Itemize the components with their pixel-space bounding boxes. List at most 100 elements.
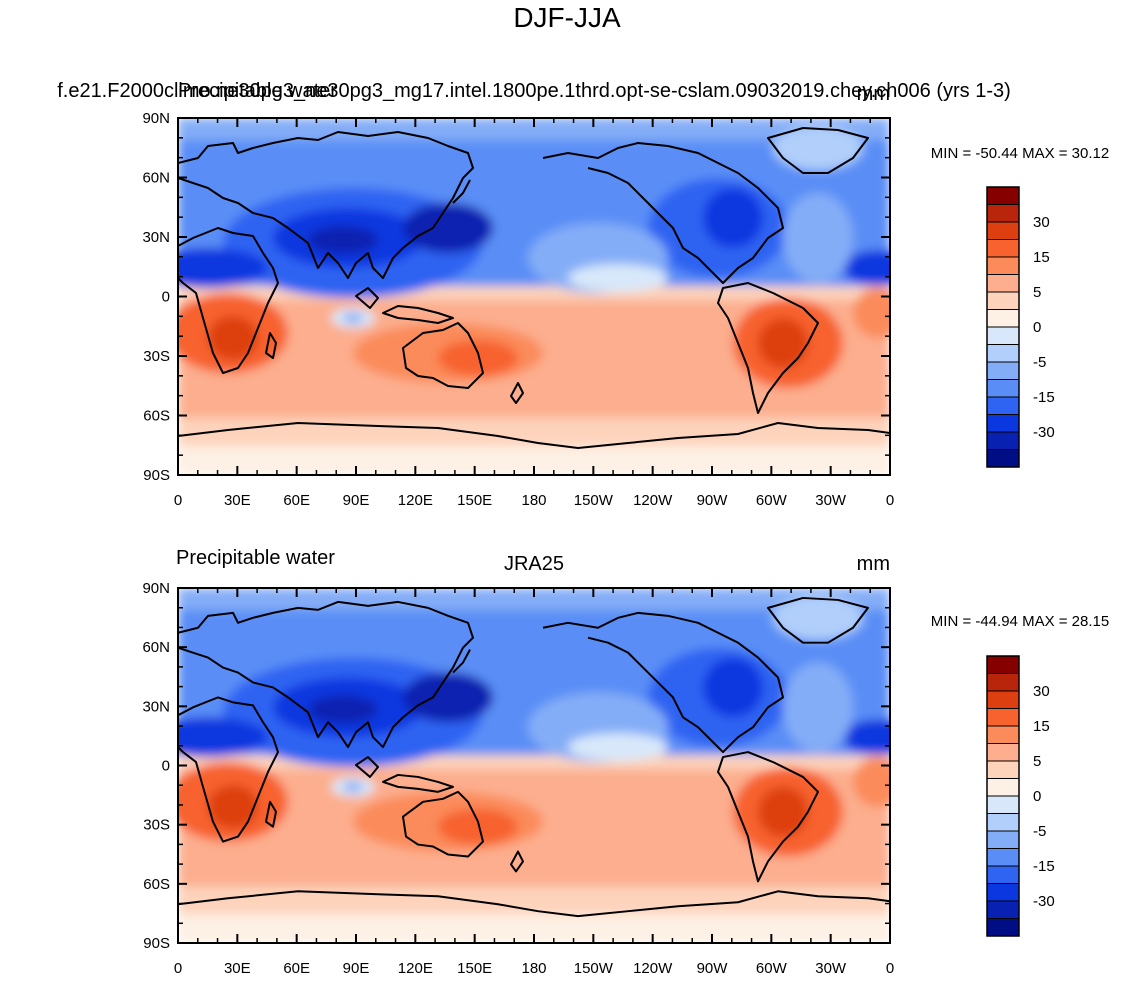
lon-tick-label: 120W — [633, 492, 673, 509]
panel-2-lon-ticks: 0 30E 60E 90E 120E 150E 180 150W 120W 90W 60W 30W 0 — [174, 588, 894, 977]
panel-1-lon-ticks: 0 30E 60E 90E 120E 150E 180 150W 120W 90W 60W 30W 0 — [174, 118, 894, 509]
colorbar-label: 5 — [1033, 753, 1041, 770]
colorbar-swatch — [986, 760, 1020, 779]
colorbar-swatch — [986, 274, 1020, 293]
colorbar-swatch — [986, 361, 1020, 380]
colorbar-swatch — [986, 309, 1020, 328]
lon-tick-label: 90W — [697, 492, 729, 509]
lon-tick-label: 180 — [521, 492, 546, 509]
lat-tick-label: 90N — [142, 580, 170, 597]
colorbar-frame — [986, 655, 1020, 937]
lat-tick-label: 30S — [143, 817, 170, 834]
lat-tick-label: 90N — [142, 110, 170, 127]
lon-tick-label: 180 — [521, 960, 546, 977]
lat-tick-label: 30N — [142, 229, 170, 246]
lon-tick-label: 150E — [457, 492, 492, 509]
panel-1-lat-ticks: 90N 60N 30N 0 30S 60S 90S — [142, 110, 890, 484]
colorbar-swatch — [986, 326, 1020, 345]
panel-1-units-label: mm — [857, 83, 890, 105]
lon-tick-label: 0 — [886, 492, 894, 509]
colorbar-swatch — [986, 396, 1020, 415]
lon-tick-label: 30E — [224, 960, 251, 977]
lon-tick-label: 30W — [815, 492, 847, 509]
lon-tick-label: 60E — [283, 960, 310, 977]
colorbar-swatch — [986, 431, 1020, 450]
panel-1-colorbar: 30 15 5 0 -5 -15 -30 — [986, 186, 1055, 468]
colorbar-swatch — [986, 291, 1020, 310]
colorbar-label: 15 — [1033, 718, 1050, 735]
colorbar-swatch — [986, 900, 1020, 919]
colorbar-swatch — [986, 725, 1020, 744]
panel-1: Precipitable water f.e21.F2000climo.ne30… — [57, 80, 1109, 509]
panel-1-map — [178, 118, 890, 475]
lat-tick-label: 90S — [143, 467, 170, 484]
panel-1-center-label: f.e21.F2000climo.ne30pg3_ne30pg3_mg17.in… — [57, 80, 1011, 102]
lat-tick-label: 0 — [162, 289, 170, 306]
colorbar-swatch — [986, 830, 1020, 849]
lon-tick-label: 60W — [756, 960, 788, 977]
colorbar-swatch — [986, 708, 1020, 727]
lat-tick-label: 0 — [162, 758, 170, 775]
colorbar-label: 0 — [1033, 788, 1041, 805]
colorbar-swatch — [986, 918, 1020, 937]
colorbar-swatch — [986, 344, 1020, 363]
lon-tick-label: 0 — [174, 492, 182, 509]
colorbar-swatch — [986, 778, 1020, 797]
lat-tick-label: 30S — [143, 348, 170, 365]
colorbar-label: -30 — [1033, 893, 1055, 910]
lat-tick-label: 60N — [142, 170, 170, 187]
colorbar-swatch — [986, 883, 1020, 902]
colorbar-label: -5 — [1033, 354, 1046, 371]
panel-2-colorbar: 30 15 5 0 -5 -15 -30 — [986, 655, 1055, 937]
colorbar-label: -30 — [1033, 424, 1055, 441]
lat-tick-label: 60S — [143, 408, 170, 425]
lon-tick-label: 0 — [174, 960, 182, 977]
lon-tick-label: 150W — [574, 960, 614, 977]
lon-tick-label: 150E — [457, 960, 492, 977]
colorbar-label: 30 — [1033, 683, 1050, 700]
lat-tick-label: 30N — [142, 698, 170, 715]
colorbar-swatch — [986, 186, 1020, 205]
lon-tick-label: 30E — [224, 492, 251, 509]
lon-tick-label: 60W — [756, 492, 788, 509]
panel-2: Precipitable water JRA25 mm 90N 60N 30N 0 30… — [142, 547, 1109, 977]
panel-2-lat-ticks: 90N 60N 30N 0 30S 60S 90S — [142, 580, 890, 952]
lat-tick-label: 60N — [142, 639, 170, 656]
colorbar-swatch — [986, 813, 1020, 832]
colorbar-swatch — [986, 449, 1020, 468]
lon-tick-label: 30W — [815, 960, 847, 977]
colorbar-swatch — [986, 379, 1020, 398]
lon-tick-label: 0 — [886, 960, 894, 977]
colorbar-swatch — [986, 848, 1020, 867]
panel-1-stats: MIN = -50.44 MAX = 30.12 — [931, 145, 1109, 162]
colorbar-swatch — [986, 795, 1020, 814]
colorbar-label: 5 — [1033, 284, 1041, 301]
panel-2-left-label: Precipitable water — [176, 547, 335, 569]
panel-1-left-label: Precipitable water — [178, 80, 337, 102]
panel-2-center-label: JRA25 — [504, 553, 564, 575]
lon-tick-label: 120W — [633, 960, 673, 977]
colorbar-label: -5 — [1033, 823, 1046, 840]
colorbar-swatch — [986, 256, 1020, 275]
colorbar-swatch — [986, 655, 1020, 674]
colorbar-swatch — [986, 690, 1020, 709]
figure-title: DJF-JJA — [513, 2, 621, 33]
lat-tick-label: 90S — [143, 935, 170, 952]
panel-2-units-label: mm — [857, 553, 890, 575]
lon-tick-label: 120E — [398, 960, 433, 977]
colorbar-frame — [986, 186, 1020, 468]
colorbar-swatch — [986, 414, 1020, 433]
panel-2-map — [178, 588, 890, 943]
lon-tick-label: 90W — [697, 960, 729, 977]
colorbar-label: 30 — [1033, 214, 1050, 231]
colorbar-label: 0 — [1033, 319, 1041, 336]
lon-tick-label: 150W — [574, 492, 614, 509]
colorbar-swatch — [986, 221, 1020, 240]
colorbar-swatch — [986, 239, 1020, 258]
colorbar-label: 15 — [1033, 249, 1050, 266]
lon-tick-label: 60E — [283, 492, 310, 509]
lon-tick-label: 120E — [398, 492, 433, 509]
panel-2-stats: MIN = -44.94 MAX = 28.15 — [931, 613, 1109, 630]
lon-tick-label: 90E — [343, 492, 370, 509]
